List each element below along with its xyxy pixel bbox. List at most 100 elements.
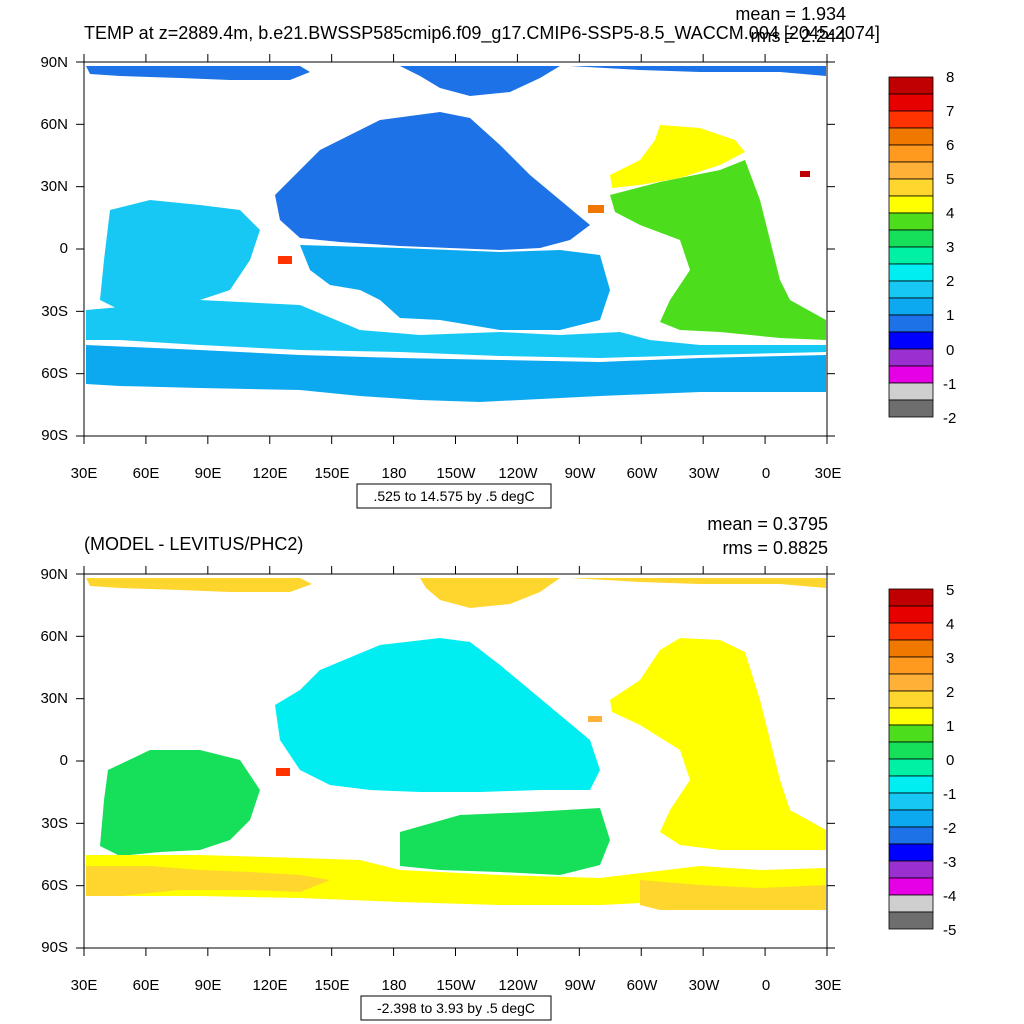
top-colorbar-box bbox=[888, 127, 934, 146]
top-indian-ocean bbox=[100, 200, 260, 310]
top-mean: mean = 1.934 bbox=[735, 4, 846, 24]
top-rms: rms = 2.244 bbox=[750, 26, 846, 46]
bottom-colorbar-box bbox=[888, 741, 934, 760]
top-colorbar-label: 7 bbox=[946, 103, 954, 120]
top-med-spot bbox=[800, 171, 810, 177]
bottom-colorbar-box bbox=[888, 673, 934, 692]
top-colorbar-label: 8 bbox=[946, 69, 954, 86]
top-south-pacific bbox=[300, 245, 610, 330]
top-xtick-label: 180 bbox=[381, 465, 406, 482]
top-arctic-ocean bbox=[86, 66, 826, 96]
bottom-xtick-label: 30E bbox=[71, 977, 98, 994]
bottom-y-axis: 90N 60N 30N 0 30S 60S 90S bbox=[40, 566, 68, 956]
top-ytick-label: 60S bbox=[41, 365, 68, 382]
bottom-colorbar-box bbox=[888, 758, 934, 777]
bottom-xtick-label: 0 bbox=[762, 977, 770, 994]
bottom-south-pacific bbox=[400, 808, 610, 875]
bottom-colorbar-label: 3 bbox=[946, 650, 954, 667]
bottom-colorbar-label: 0 bbox=[946, 752, 954, 769]
bottom-colorbar-box bbox=[888, 690, 934, 709]
top-colorbar-box bbox=[888, 212, 934, 231]
top-warm-spot bbox=[588, 205, 604, 213]
top-x-axis: 30E 60E 90E 120E 150E 180 150W 120W 90W … bbox=[71, 465, 842, 482]
bottom-atlantic bbox=[610, 638, 826, 850]
top-southern-band bbox=[86, 300, 826, 358]
top-colorbar-box bbox=[888, 110, 934, 129]
bottom-xtick-label: 120W bbox=[498, 977, 538, 994]
top-hot-spot bbox=[278, 256, 292, 264]
top-xtick-label: 90E bbox=[195, 465, 222, 482]
top-xtick-label: 30W bbox=[689, 465, 721, 482]
bottom-hot-spot bbox=[276, 768, 290, 776]
top-ytick-label: 30S bbox=[41, 303, 68, 320]
bottom-colorbar-box bbox=[888, 860, 934, 879]
top-title: TEMP at z=2889.4m, b.e21.BWSSP585cmip6.f… bbox=[84, 23, 880, 44]
top-colorbar-box bbox=[888, 229, 934, 248]
top-colorbar-label: 0 bbox=[946, 342, 954, 359]
bottom-colorbar-label: -2 bbox=[943, 820, 956, 837]
top-xtick-label: 150E bbox=[314, 465, 349, 482]
top-colorbar-box bbox=[888, 314, 934, 333]
top-colorbar-box bbox=[888, 399, 934, 418]
bottom-map bbox=[83, 573, 828, 949]
bottom-xtick-label: 30E bbox=[815, 977, 842, 994]
top-colorbar-box bbox=[888, 365, 934, 384]
bottom-x-axis: 30E 60E 90E 120E 150E 180 150W 120W 90W … bbox=[71, 977, 842, 994]
bottom-ytick-label: 60S bbox=[41, 877, 68, 894]
bottom-ytick-label: 0 bbox=[60, 752, 68, 769]
bottom-panel: (MODEL - LEVITUS/PHC2) mean = 0.3795 rms… bbox=[40, 514, 956, 1021]
bottom-xtick-label: 150E bbox=[314, 977, 349, 994]
top-ytick-label: 30N bbox=[40, 178, 68, 195]
top-xtick-label: 90W bbox=[565, 465, 597, 482]
bottom-colorbar-box bbox=[888, 656, 934, 675]
top-colorbar-box bbox=[888, 263, 934, 282]
bottom-colorbar-box bbox=[888, 622, 934, 641]
top-colorbar-label: 6 bbox=[946, 137, 954, 154]
bottom-colorbar-box bbox=[888, 911, 934, 930]
top-ytick-label: 90N bbox=[40, 54, 68, 71]
top-ytick-label: 0 bbox=[60, 240, 68, 257]
bottom-north-pacific bbox=[275, 638, 600, 792]
top-colorbar-box bbox=[888, 246, 934, 265]
top-north-atlantic bbox=[610, 125, 745, 188]
bottom-mean: mean = 0.3795 bbox=[707, 514, 828, 534]
bottom-colorbar-box bbox=[888, 894, 934, 913]
top-colorbar-label: 3 bbox=[946, 239, 954, 256]
top-range-box bbox=[356, 483, 552, 509]
bottom-rms: rms = 0.8825 bbox=[722, 538, 828, 558]
bottom-ytick-label: 90N bbox=[40, 566, 68, 583]
bottom-colorbar-label: -5 bbox=[943, 922, 956, 939]
bottom-colorbar-box bbox=[888, 707, 934, 726]
bottom-colorbar-label: -4 bbox=[943, 888, 956, 905]
bottom-colorbar-label: 5 bbox=[946, 582, 954, 599]
bottom-colorbar bbox=[888, 588, 934, 930]
top-y-axis: 90N 60N 30N 0 30S 60S 90S bbox=[40, 54, 68, 444]
bottom-xtick-label: 30W bbox=[689, 977, 721, 994]
top-colorbar-label: 2 bbox=[946, 273, 954, 290]
bottom-ytick-label: 30N bbox=[40, 690, 68, 707]
top-panel: TEMP at z=2889.4m, b.e21.BWSSP585cmip6.f… bbox=[40, 4, 956, 509]
bottom-xtick-label: 90W bbox=[565, 977, 597, 994]
top-xtick-label: 60E bbox=[133, 465, 160, 482]
top-range-label: .525 to 14.575 by .5 degC bbox=[373, 488, 534, 504]
bottom-warm-spot bbox=[588, 716, 602, 722]
top-ytick-label: 60N bbox=[40, 116, 68, 133]
top-xtick-label: 30E bbox=[815, 465, 842, 482]
bottom-tick-marks bbox=[76, 566, 835, 956]
bottom-indian-ocean bbox=[100, 750, 260, 856]
bottom-colorbar-label: -1 bbox=[943, 786, 956, 803]
top-colorbar-box bbox=[888, 195, 934, 214]
top-colorbar-label: 1 bbox=[946, 307, 954, 324]
top-ytick-label: 90S bbox=[41, 427, 68, 444]
top-colorbar-box bbox=[888, 161, 934, 180]
top-xtick-label: 150W bbox=[436, 465, 476, 482]
bottom-colorbar-label: 4 bbox=[946, 616, 954, 633]
top-map bbox=[83, 61, 828, 437]
top-colorbar-box bbox=[888, 178, 934, 197]
bottom-xtick-label: 120E bbox=[252, 977, 287, 994]
bottom-ytick-label: 30S bbox=[41, 815, 68, 832]
top-colorbar-box bbox=[888, 144, 934, 163]
top-colorbar-box bbox=[888, 382, 934, 401]
top-colorbar-box bbox=[888, 93, 934, 112]
